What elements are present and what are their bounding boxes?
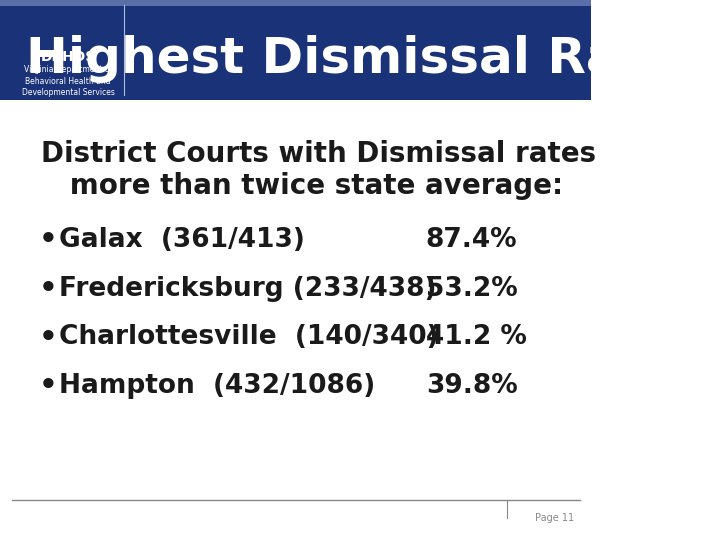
- Text: •: •: [38, 226, 57, 254]
- Text: District Courts with Dismissal rates: District Courts with Dismissal rates: [42, 140, 597, 168]
- Text: Hampton  (432/1086): Hampton (432/1086): [59, 373, 375, 399]
- Text: •: •: [38, 372, 57, 400]
- Text: Page 11: Page 11: [535, 514, 574, 523]
- FancyBboxPatch shape: [0, 0, 591, 6]
- Text: more than twice state average:: more than twice state average:: [42, 172, 564, 200]
- Text: 41.2 %: 41.2 %: [426, 325, 527, 350]
- Text: Galax  (361/413): Galax (361/413): [59, 227, 305, 253]
- Text: Charlottesville  (140/340): Charlottesville (140/340): [59, 325, 438, 350]
- FancyBboxPatch shape: [0, 0, 591, 100]
- Text: Fredericksburg (233/438): Fredericksburg (233/438): [59, 276, 436, 302]
- Text: 87.4%: 87.4%: [426, 227, 518, 253]
- Text: DBHDS: DBHDS: [40, 50, 96, 64]
- Text: •: •: [38, 323, 57, 352]
- Text: 39.8%: 39.8%: [426, 373, 518, 399]
- Text: •: •: [38, 275, 57, 303]
- Text: Highest Dismissal Rates: Highest Dismissal Rates: [26, 36, 707, 83]
- Text: Virginia Department of
Behavioral Health and
Developmental Services: Virginia Department of Behavioral Health…: [22, 65, 114, 97]
- Text: 53.2%: 53.2%: [426, 276, 518, 302]
